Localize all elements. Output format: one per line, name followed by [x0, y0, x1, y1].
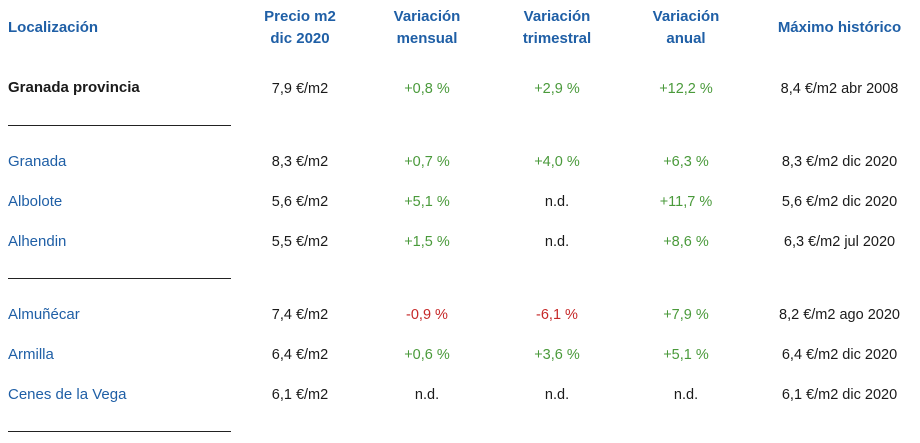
annual-cell: n.d.	[673, 387, 699, 403]
header-quarterly-line2: trimestral	[522, 30, 592, 47]
price-cell: 6,4 €/m2	[271, 347, 329, 363]
annual-cell: +6,3 %	[663, 154, 709, 170]
group-divider	[8, 278, 231, 279]
annual-cell: +12,2 %	[659, 81, 713, 97]
monthly-cell: +0,6 %	[404, 347, 450, 363]
max-cell: 8,2 €/m2 ago 2020	[779, 307, 900, 323]
max-cell: 8,3 €/m2 dic 2020	[781, 154, 898, 170]
price-cell: 5,6 €/m2	[271, 194, 329, 210]
header-price-line1: Precio m2	[264, 8, 336, 25]
monthly-cell: +0,7 %	[404, 154, 450, 170]
price-cell: 7,4 €/m2	[271, 307, 329, 323]
quarterly-cell: n.d.	[544, 234, 570, 250]
quarterly-cell: n.d.	[544, 194, 570, 210]
location-link[interactable]: Almuñécar	[8, 306, 80, 323]
group-divider	[8, 125, 231, 126]
header-annual-line1: Variación	[652, 8, 720, 25]
annual-cell: +11,7 %	[659, 194, 713, 210]
monthly-cell: n.d.	[414, 387, 440, 403]
max-cell: 6,3 €/m2 jul 2020	[783, 234, 896, 250]
location-link[interactable]: Granada	[8, 153, 67, 170]
header-quarterly: Variación trimestral	[502, 6, 612, 50]
header-price-line2: dic 2020	[270, 30, 330, 47]
annual-cell: +8,6 %	[663, 234, 709, 250]
quarterly-cell: n.d.	[544, 387, 570, 403]
max-cell: 6,1 €/m2 dic 2020	[781, 387, 898, 403]
monthly-cell: +0,8 %	[404, 81, 450, 97]
location-link[interactable]: Albolote	[8, 193, 63, 210]
group-divider	[8, 431, 231, 432]
price-cell: 6,1 €/m2	[271, 387, 329, 403]
header-quarterly-line1: Variación	[523, 8, 591, 25]
header-monthly: Variación mensual	[372, 6, 482, 50]
header-annual: Variación anual	[631, 6, 741, 50]
max-cell: 5,6 €/m2 dic 2020	[781, 194, 898, 210]
monthly-cell: +1,5 %	[404, 234, 450, 250]
max-cell: 6,4 €/m2 dic 2020	[781, 347, 898, 363]
quarterly-cell: +4,0 %	[534, 154, 580, 170]
header-annual-line2: anual	[666, 30, 706, 47]
location-link[interactable]: Armilla	[8, 346, 54, 363]
monthly-cell: -0,9 %	[406, 307, 448, 323]
header-monthly-line2: mensual	[396, 30, 458, 47]
header-location: Localización	[8, 19, 99, 36]
header-max: Máximo histórico	[777, 19, 902, 36]
quarterly-cell: -6,1 %	[536, 307, 578, 323]
max-cell: 8,4 €/m2 abr 2008	[780, 81, 899, 97]
quarterly-cell: +2,9 %	[534, 81, 580, 97]
annual-cell: +7,9 %	[663, 307, 709, 323]
price-cell: 8,3 €/m2	[271, 154, 329, 170]
header-price: Precio m2 dic 2020	[245, 6, 355, 50]
price-cell: 7,9 €/m2	[271, 81, 329, 97]
price-cell: 5,5 €/m2	[271, 234, 329, 250]
location-link[interactable]: Alhendin	[8, 233, 67, 250]
location-name: Granada provincia	[8, 79, 140, 96]
quarterly-cell: +3,6 %	[534, 347, 580, 363]
header-monthly-line1: Variación	[393, 8, 461, 25]
monthly-cell: +5,1 %	[404, 194, 450, 210]
location-link[interactable]: Cenes de la Vega	[8, 386, 127, 403]
annual-cell: +5,1 %	[663, 347, 709, 363]
